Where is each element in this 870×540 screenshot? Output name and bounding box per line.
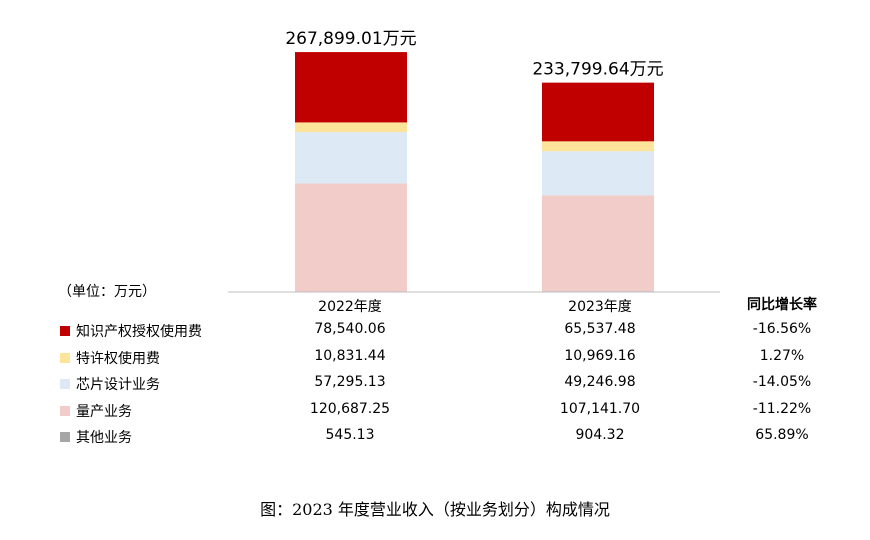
table-row: 量产业务 120,687.25 107,141.70 -11.22% <box>0 398 870 424</box>
bar-segment-1-1 <box>542 195 654 292</box>
value-2022: 78,540.06 <box>314 321 386 337</box>
value-yoy: 65.89% <box>755 427 809 443</box>
legend-label: 芯片设计业务 <box>76 377 160 393</box>
value-2023: 107,141.70 <box>559 400 641 417</box>
bar-segment-0-2 <box>295 132 407 184</box>
bar-total-label-1: 233,799.64万元 <box>532 60 663 80</box>
column-header-2022: 2022年度 <box>318 299 382 315</box>
legend-label: 特许权使用费 <box>76 350 160 367</box>
value-2022: 120,687.25 <box>309 400 391 417</box>
bar-segments <box>295 52 654 292</box>
value-yoy: 1.27% <box>759 347 805 364</box>
table-row: 芯片设计业务 57,295.13 49,246.98 -14.05% <box>0 371 870 397</box>
stacked-bar-chart: 267,899.01万元 233,799.64万元 <box>228 29 720 293</box>
table-row: 特许权使用费 10,831.44 10,969.16 1.27% <box>0 345 870 371</box>
value-2023: 49,246.98 <box>564 374 636 390</box>
yoy-header: 同比增长率 <box>747 297 817 313</box>
bar-total-label-0: 267,899.01万元 <box>285 29 416 49</box>
legend-swatch <box>60 432 70 442</box>
value-yoy: -14.05% <box>752 374 812 390</box>
value-yoy: -11.22% <box>752 400 812 417</box>
unit-label: （单位：万元） <box>58 284 156 300</box>
legend-swatch <box>60 326 70 336</box>
bar-total-labels: 267,899.01万元 233,799.64万元 <box>285 29 663 80</box>
legend-swatch <box>60 405 70 416</box>
legend-label: 量产业务 <box>76 403 132 420</box>
bar-segment-0-3 <box>295 122 407 133</box>
legend-swatch <box>60 379 70 389</box>
legend-label: 其他业务 <box>76 430 132 446</box>
value-2022: 545.13 <box>325 427 375 443</box>
bar-segment-1-3 <box>542 141 654 152</box>
value-2023: 904.32 <box>575 427 625 443</box>
value-2022: 10,831.44 <box>314 347 386 364</box>
bar-segment-1-2 <box>542 151 654 196</box>
value-2023: 10,969.16 <box>564 347 636 364</box>
bar-segment-0-4 <box>295 52 407 123</box>
value-2022: 57,295.13 <box>314 374 386 390</box>
column-header-2023: 2023年度 <box>568 299 632 315</box>
value-yoy: -16.56% <box>752 321 812 337</box>
table-row: 知识产权授权使用费 78,540.06 65,537.48 -16.56% <box>0 318 870 344</box>
bar-segment-0-1 <box>295 183 407 292</box>
value-2023: 65,537.48 <box>564 321 636 337</box>
legend-label: 知识产权授权使用费 <box>76 324 202 340</box>
figure-caption: 图：2023 年度营业收入（按业务划分）构成情况 <box>260 500 610 519</box>
legend-swatch <box>60 352 70 363</box>
bar-segment-1-4 <box>542 82 654 142</box>
table-row: 其他业务 545.13 904.32 65.89% <box>0 424 870 450</box>
